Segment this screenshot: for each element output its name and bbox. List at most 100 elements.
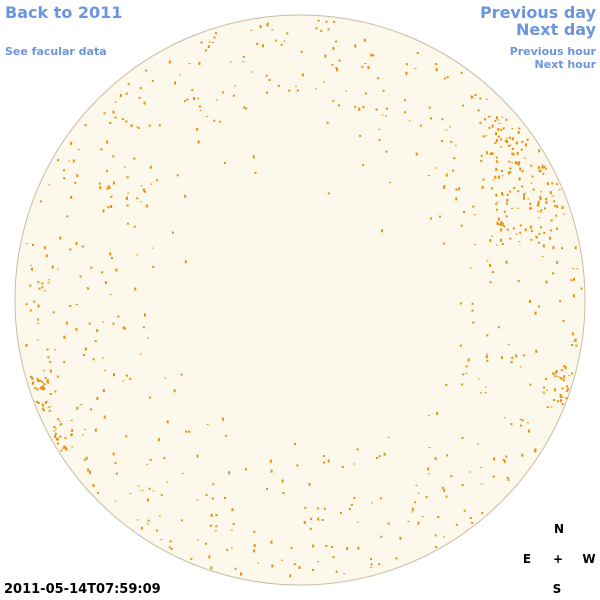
facula — [495, 203, 498, 206]
facula — [63, 169, 65, 172]
facula — [485, 151, 488, 155]
facula — [136, 254, 139, 256]
facula — [381, 229, 384, 233]
facula — [511, 128, 514, 130]
facula — [215, 525, 218, 528]
facula — [96, 329, 99, 333]
facula — [550, 219, 553, 222]
facula — [484, 386, 487, 388]
facula — [521, 170, 524, 173]
facula — [144, 313, 146, 317]
facula — [554, 375, 557, 378]
facula — [60, 423, 63, 426]
facula — [471, 302, 474, 305]
facula — [48, 184, 51, 186]
facula — [461, 484, 464, 486]
facula — [230, 529, 233, 531]
facula — [211, 497, 214, 500]
facula — [106, 170, 108, 172]
facula — [115, 472, 118, 475]
facula — [257, 562, 260, 564]
facula — [140, 526, 143, 530]
facula — [523, 157, 526, 159]
facula — [403, 99, 406, 102]
facula — [281, 479, 284, 483]
facula — [556, 183, 559, 186]
facula — [224, 496, 226, 499]
facula — [315, 27, 318, 30]
facula — [570, 279, 573, 282]
facula — [140, 201, 143, 203]
facula — [553, 200, 556, 203]
facula — [222, 417, 225, 421]
facula — [356, 521, 359, 523]
facula — [472, 205, 475, 208]
facula — [512, 152, 515, 156]
facula — [113, 373, 115, 377]
previous-hour-link[interactable]: Previous hour — [509, 45, 596, 58]
facula — [76, 406, 79, 410]
facula — [282, 492, 285, 494]
facula — [501, 175, 504, 177]
facula — [172, 231, 174, 234]
facula — [184, 260, 187, 264]
facula — [491, 124, 494, 128]
facula — [497, 135, 500, 138]
facula — [254, 171, 257, 174]
facula — [515, 233, 518, 235]
facula — [275, 39, 278, 42]
facula — [550, 229, 553, 232]
facula — [31, 267, 33, 271]
back-link[interactable]: Back to 2011 — [5, 3, 123, 22]
facula — [356, 448, 359, 451]
next-hour-link[interactable]: Next hour — [534, 58, 597, 71]
facula — [300, 50, 303, 53]
facula — [82, 434, 84, 436]
facula — [561, 403, 564, 406]
facula — [166, 420, 169, 424]
facula — [443, 186, 446, 189]
facula — [494, 141, 497, 144]
facula — [459, 344, 462, 347]
facula — [331, 546, 333, 548]
facula — [538, 170, 541, 173]
facula — [56, 375, 59, 378]
facula — [461, 436, 464, 439]
facula — [495, 167, 498, 170]
facula — [501, 222, 504, 226]
facula — [554, 370, 557, 374]
facula — [309, 527, 312, 530]
facula — [41, 403, 44, 407]
facula — [147, 337, 150, 339]
facula — [68, 160, 71, 162]
facula — [504, 140, 507, 143]
facular-link[interactable]: See facular data — [5, 45, 107, 58]
facula — [516, 162, 519, 165]
facula — [405, 71, 408, 75]
facula — [253, 549, 256, 553]
facula — [354, 105, 357, 108]
facula — [210, 513, 213, 517]
facula — [251, 71, 254, 73]
facula — [142, 188, 145, 192]
facula — [459, 302, 462, 305]
facula — [90, 266, 93, 269]
facula — [198, 105, 201, 108]
facula — [196, 454, 199, 458]
facula — [516, 151, 519, 155]
facula — [234, 567, 237, 570]
facula — [505, 202, 508, 205]
facula — [122, 326, 125, 330]
next-day-link[interactable]: Next day — [516, 20, 596, 39]
facula — [54, 428, 57, 430]
facula — [495, 132, 497, 136]
facula — [151, 247, 154, 249]
previous-day-link[interactable]: Previous day — [479, 3, 596, 22]
facula — [496, 244, 499, 246]
facula — [529, 225, 532, 229]
facula — [461, 383, 464, 386]
facula — [364, 92, 367, 95]
facula — [101, 357, 104, 359]
timestamp: 2011-05-14T07:59:09 — [4, 582, 161, 597]
facula — [54, 432, 57, 435]
